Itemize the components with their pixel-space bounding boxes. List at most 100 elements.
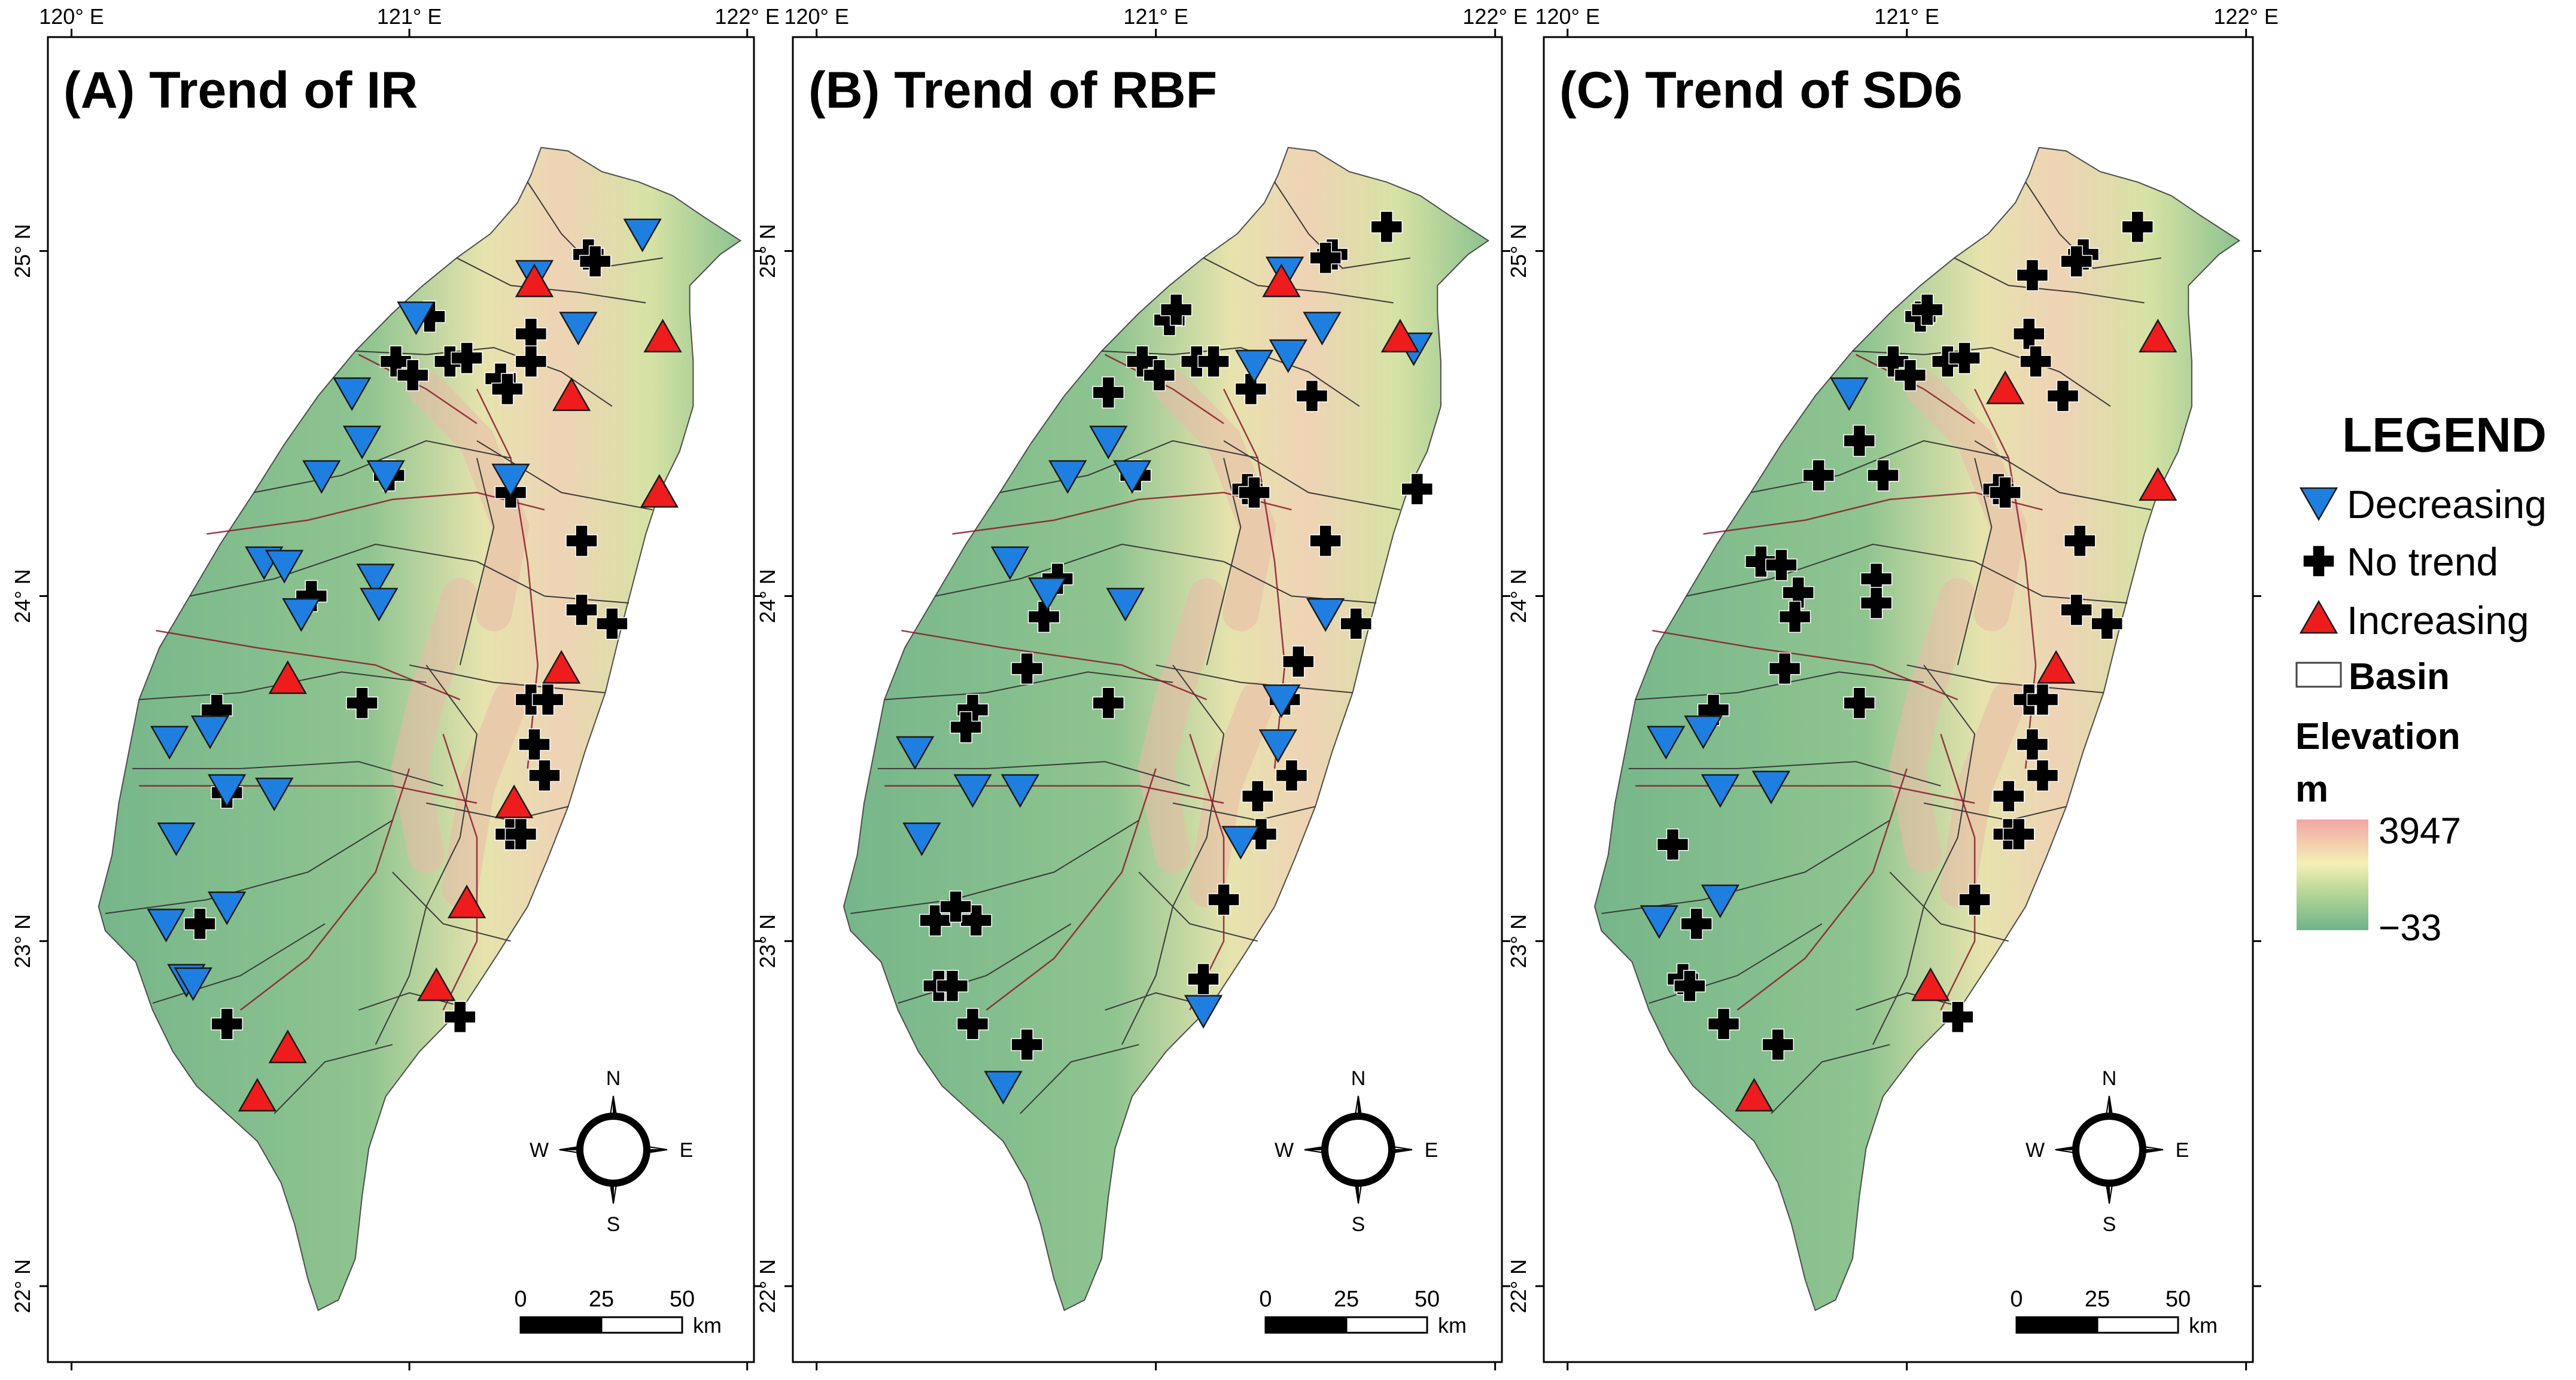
- decreasing-station-marker: [1269, 339, 1307, 373]
- no-trend-station-marker: [1143, 359, 1176, 392]
- decreasing-station-marker: [174, 967, 212, 1001]
- no-trend-station-marker: [1011, 1028, 1043, 1061]
- decreasing-station-marker: [1028, 577, 1067, 611]
- decreasing-station-marker: [1684, 715, 1723, 750]
- lon-tick-label: 122° E: [2213, 4, 2278, 29]
- basin-boundary: [476, 440, 653, 511]
- decreasing-station-marker: [157, 822, 196, 857]
- river-line: [139, 785, 478, 804]
- no-trend-station-marker: [397, 359, 429, 392]
- no-trend-station-marker: [2060, 593, 2093, 626]
- decreasing-station-marker: [1184, 995, 1223, 1029]
- increasing-station-marker: [1985, 370, 2025, 404]
- basin-boundary: [105, 820, 393, 915]
- decreasing-station-marker: [559, 312, 598, 346]
- lon-tick-label: 121° E: [1874, 4, 1939, 29]
- basin-boundary: [1223, 560, 1377, 604]
- lat-tick-label: 25° N: [1506, 224, 1531, 278]
- lon-tick-label: 122° E: [714, 4, 779, 29]
- north-arrow-compass: N S E W: [2025, 1067, 2189, 1236]
- decreasing-station-marker: [302, 460, 341, 494]
- basin-boundary: [884, 671, 1173, 700]
- no-trend-station-marker: [1894, 359, 1927, 392]
- no-trend-station-marker: [1238, 476, 1270, 509]
- no-trend-station-marker: [451, 342, 483, 374]
- no-trend-station-marker: [1187, 962, 1219, 995]
- basin-boundary: [1974, 560, 2128, 604]
- no-trend-station-marker: [1843, 425, 1876, 457]
- legend-heading: LEGEND: [2342, 408, 2547, 462]
- river-line: [884, 785, 1224, 804]
- legend-basin-label: Basin: [2349, 656, 2450, 697]
- no-trend-station-marker: [444, 1001, 476, 1033]
- scale-label-0: 0: [2010, 1287, 2023, 1312]
- decreasing-station-marker: [1048, 460, 1087, 494]
- basin-boundary: [132, 761, 443, 787]
- compass-west-label: W: [2025, 1139, 2045, 1162]
- compass-west-label: W: [1275, 1139, 1294, 1162]
- no-trend-station-marker: [295, 580, 328, 613]
- no-trend-station-marker: [1092, 687, 1125, 720]
- no-trend-station-marker: [1674, 970, 1706, 1003]
- compass-south-label: S: [607, 1213, 621, 1236]
- basin-boundary: [1138, 872, 1258, 942]
- no-trend-station-marker: [2091, 607, 2123, 640]
- decreasing-station-marker: [1000, 774, 1040, 808]
- lat-tick-label: 23° N: [755, 914, 780, 968]
- lat-tick-label: 24° N: [10, 569, 35, 623]
- no-trend-station-marker: [1707, 1007, 1740, 1040]
- basin-boundary: [999, 440, 1258, 493]
- no-trend-station-marker: [1295, 380, 1328, 412]
- scale-label-0: 0: [1259, 1287, 1272, 1312]
- basin-boundary: [1906, 664, 2104, 693]
- lat-tick-label: 22° N: [1506, 1259, 1531, 1313]
- decreasing-station-marker: [984, 1071, 1023, 1105]
- no-trend-station-marker: [2060, 245, 2093, 278]
- lat-tick-label: 22° N: [755, 1259, 780, 1313]
- basin-boundary: [459, 458, 495, 666]
- basin-boundary: [1628, 761, 1941, 787]
- scale-label-25: 25: [589, 1287, 614, 1312]
- decreasing-station-marker: [953, 774, 992, 808]
- decreasing-station-marker: [1234, 349, 1274, 384]
- increasing-station-marker: [640, 474, 679, 508]
- river-line: [1736, 768, 1908, 1011]
- scale-label-25: 25: [2085, 1287, 2110, 1312]
- lon-tick-label: 120° E: [784, 4, 848, 29]
- decreasing-station-marker: [1640, 905, 1678, 939]
- decreasing-station-marker: [360, 587, 399, 622]
- no-trend-station-marker: [1860, 587, 1893, 619]
- compass-south-label: S: [1352, 1213, 1365, 1236]
- no-trend-station-marker: [1309, 242, 1342, 274]
- no-trend-station-marker: [531, 683, 564, 716]
- decreasing-station-marker: [990, 546, 1030, 580]
- scale-label-50: 50: [1415, 1287, 1440, 1312]
- basin-boundary: [850, 820, 1139, 915]
- no-trend-station-marker: [1208, 884, 1240, 916]
- no-trend-station-marker: [2003, 818, 2035, 851]
- no-trend-station-marker: [2046, 380, 2079, 412]
- increasing-station-marker: [515, 263, 554, 297]
- no-trend-station-marker: [2067, 238, 2100, 271]
- decreasing-station-marker: [1262, 684, 1301, 718]
- scale-label-25: 25: [1334, 1287, 1359, 1312]
- scale-label-50: 50: [670, 1287, 695, 1312]
- increasing-station-marker: [494, 784, 534, 818]
- decreasing-station-marker: [1106, 587, 1145, 622]
- north-arrow-compass: N S E W: [1275, 1067, 1438, 1236]
- decreasing-station-marker: [356, 563, 395, 598]
- decreasing-station-marker: [1089, 425, 1128, 459]
- no-trend-station-marker: [1762, 1028, 1794, 1061]
- decreasing-station-marker: [623, 218, 662, 252]
- compass-north-label: N: [1351, 1067, 1366, 1090]
- river-line: [156, 629, 461, 700]
- decreasing-station-marker: [1306, 598, 1345, 632]
- basin-boundary: [189, 543, 478, 597]
- no-trend-station-marker: [565, 593, 598, 626]
- no-trend-station-marker: [2064, 525, 2096, 557]
- river-line: [240, 768, 410, 1011]
- compass-east-label: E: [1425, 1139, 1438, 1162]
- decreasing-station-marker: [397, 301, 436, 336]
